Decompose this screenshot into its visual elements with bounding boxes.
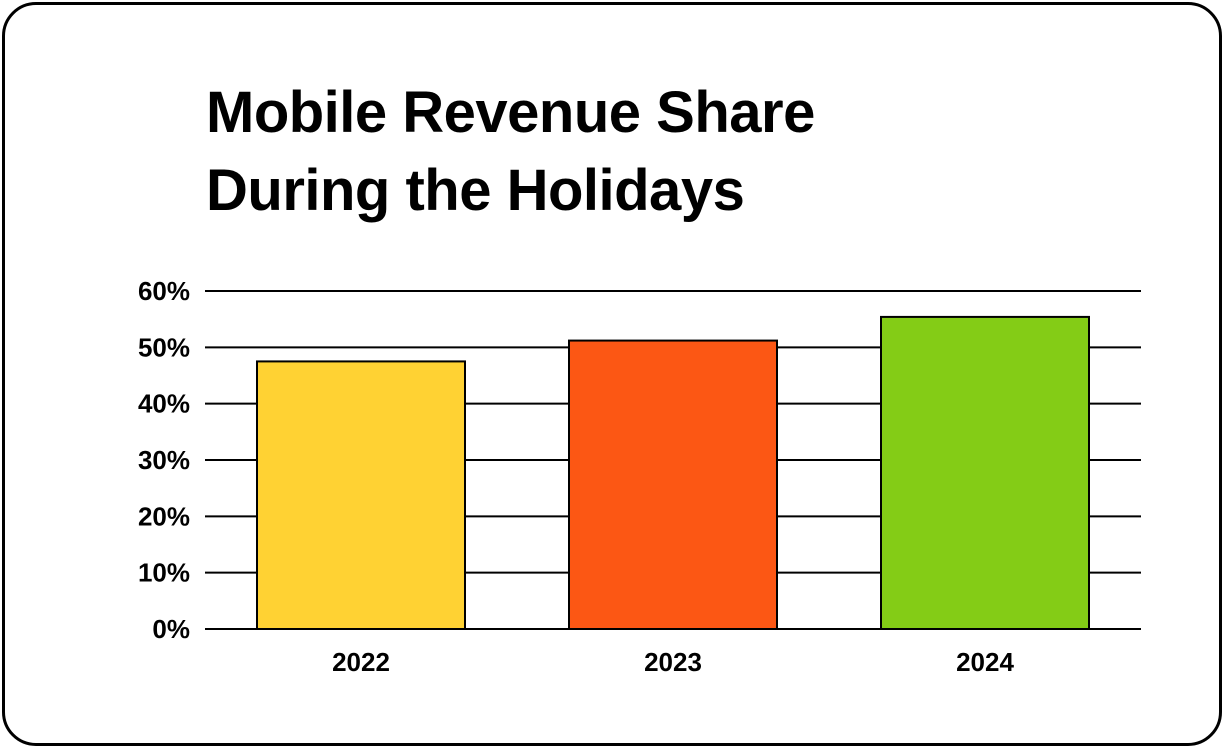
x-tick-label: 2024 xyxy=(956,647,1014,677)
chart-title: Mobile Revenue Share During the Holidays xyxy=(206,74,815,230)
bars xyxy=(256,315,1090,630)
chart-title-line-2: During the Holidays xyxy=(206,158,745,223)
y-tick-label: 50% xyxy=(138,332,190,362)
bar-2022 xyxy=(256,360,466,630)
y-tick-label: 0% xyxy=(152,614,190,644)
y-axis-tick-labels: 0% 10% 20% 30% 40% 50% 60% xyxy=(138,276,190,644)
x-tick-label: 2022 xyxy=(332,647,390,677)
y-tick-label: 40% xyxy=(138,389,190,419)
bar-2023 xyxy=(568,339,778,630)
x-axis-tick-labels: 2022 2023 2024 xyxy=(332,647,1014,677)
chart-title-line-1: Mobile Revenue Share xyxy=(206,80,815,145)
bar-2024 xyxy=(880,315,1090,630)
y-tick-label: 60% xyxy=(138,276,190,306)
y-tick-label: 20% xyxy=(138,501,190,531)
y-tick-label: 30% xyxy=(138,445,190,475)
x-tick-label: 2023 xyxy=(644,647,702,677)
y-tick-label: 10% xyxy=(138,558,190,588)
